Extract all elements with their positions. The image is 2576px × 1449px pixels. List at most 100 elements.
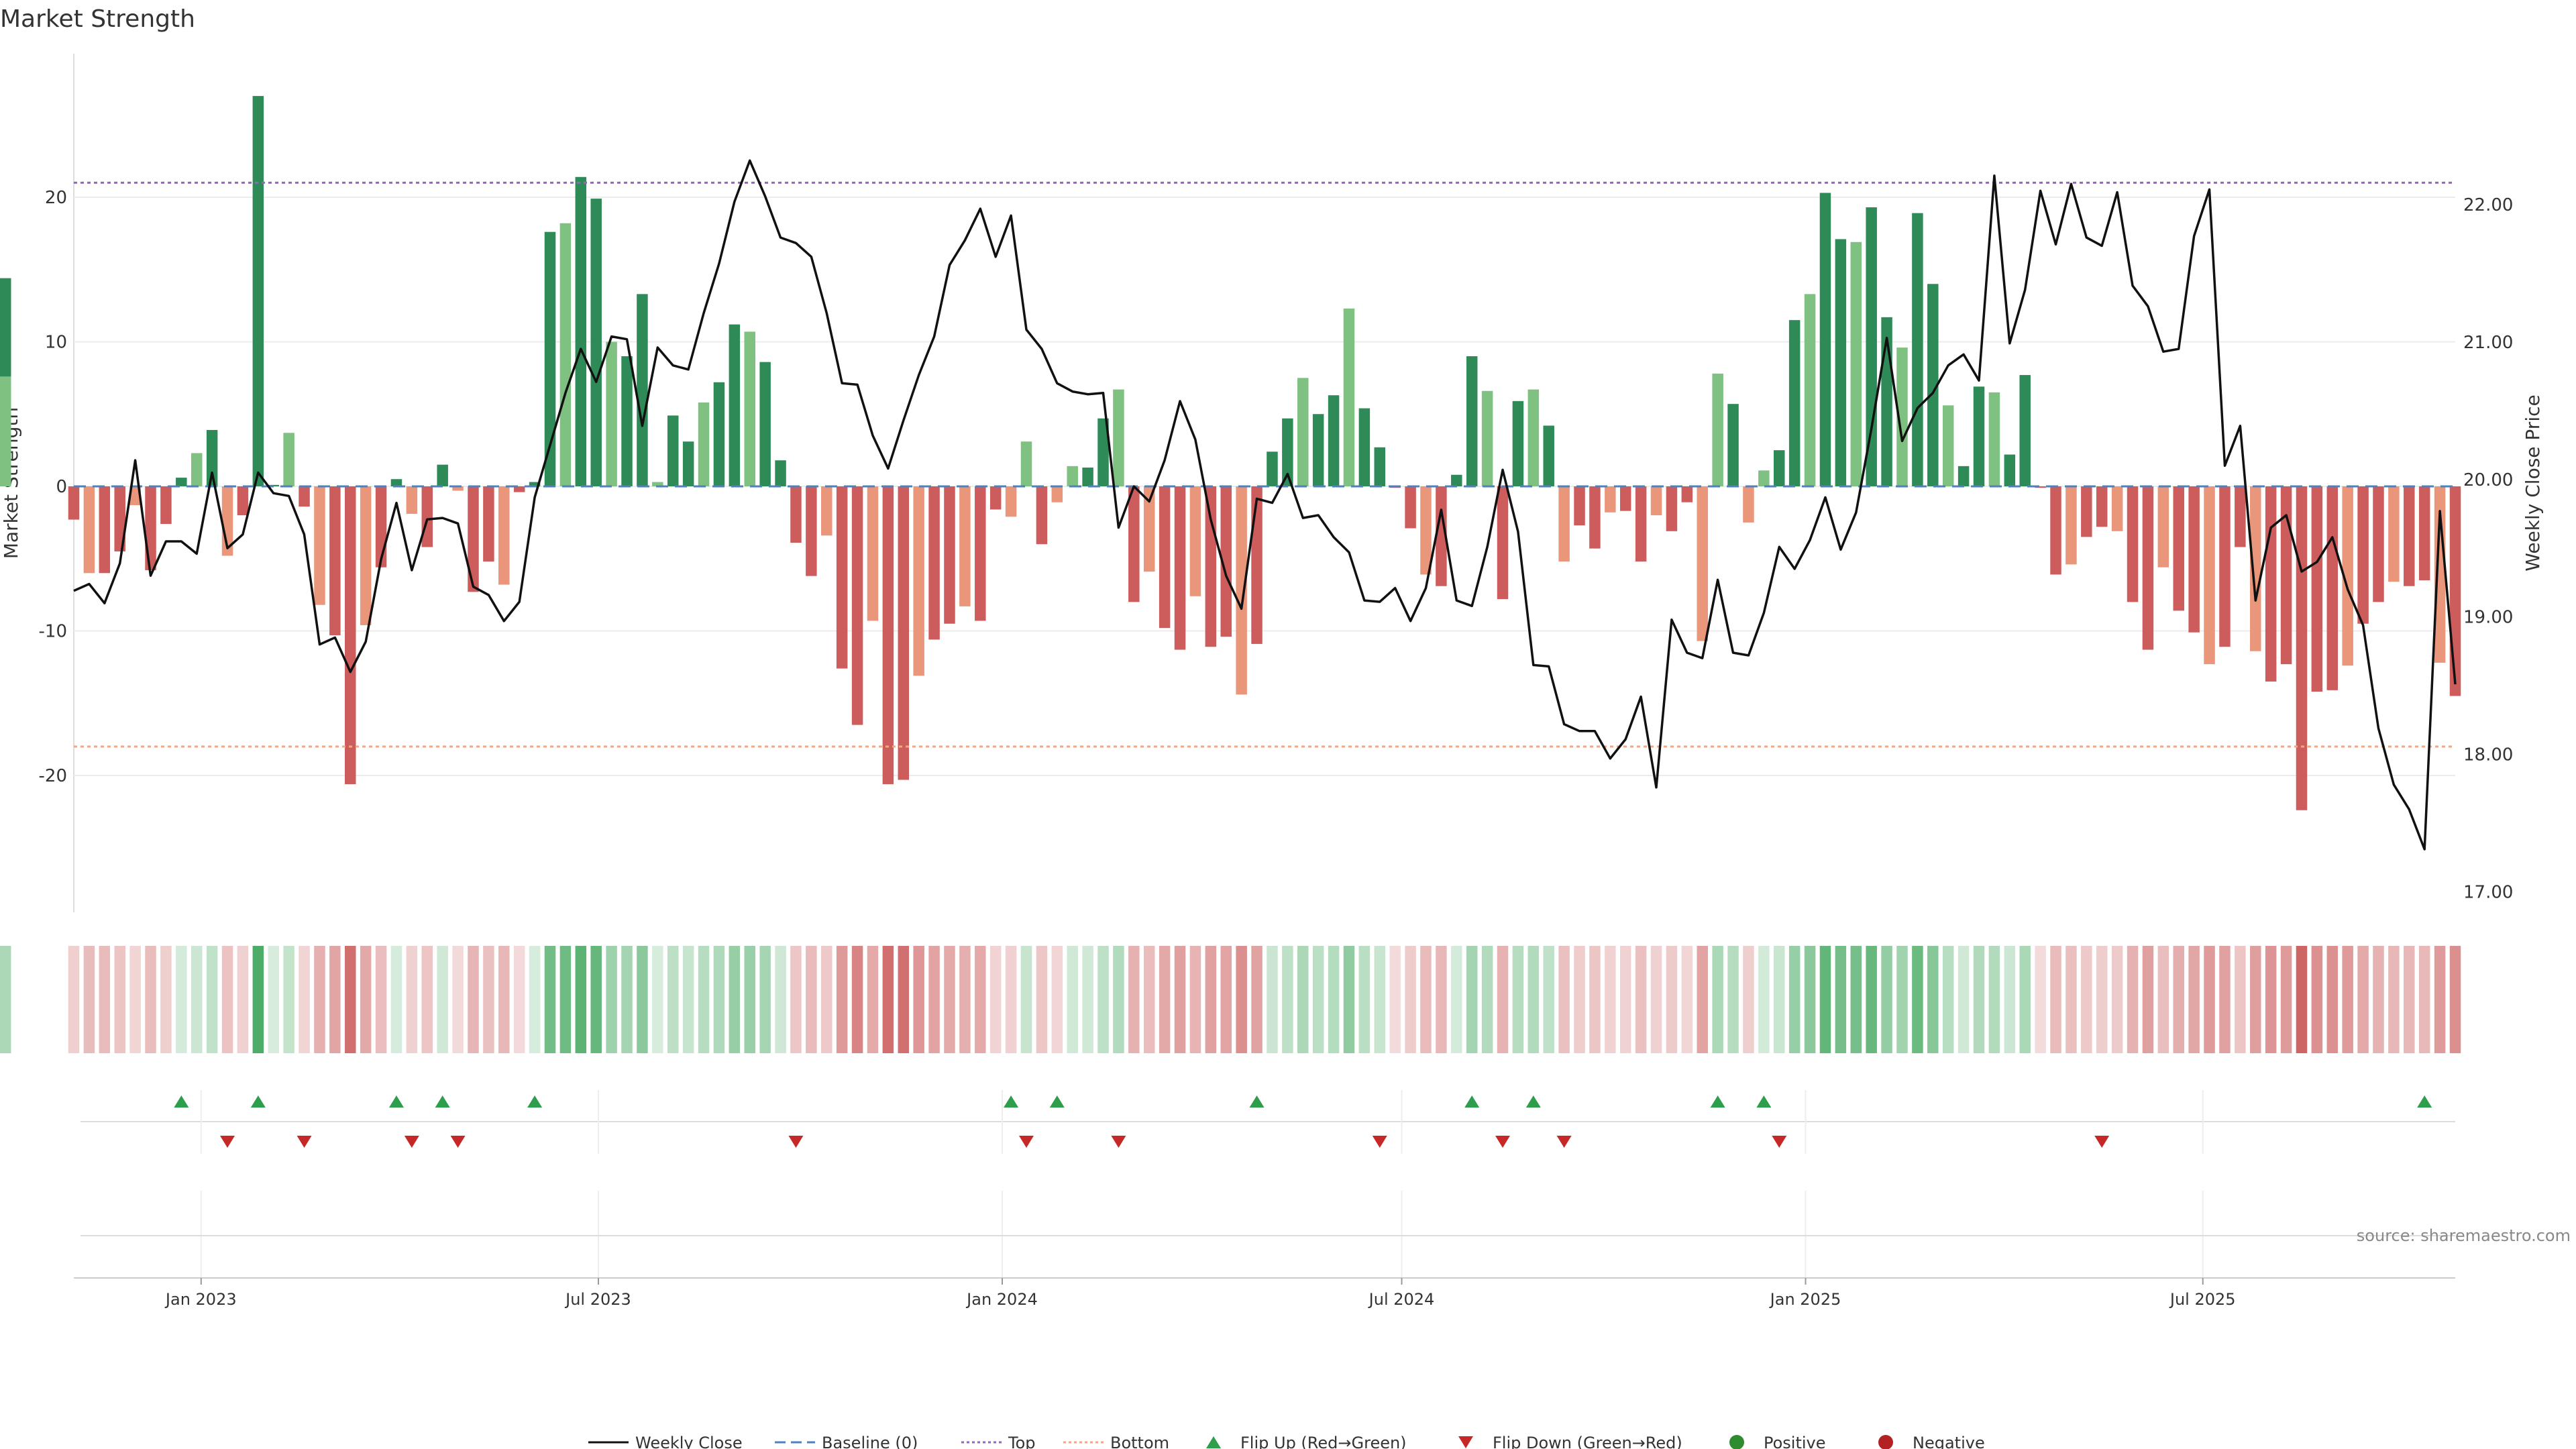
strength-bar bbox=[2311, 486, 2323, 692]
heatmap-cell bbox=[176, 946, 187, 1053]
strength-bar bbox=[775, 460, 786, 486]
legend-item: Flip Up (Red→Green) bbox=[1206, 1434, 1407, 1449]
heatmap-cell bbox=[544, 946, 556, 1053]
heatmap-cell bbox=[559, 946, 572, 1053]
strength-bar bbox=[390, 479, 402, 486]
flip-down-marker bbox=[220, 1136, 235, 1148]
strength-bar bbox=[68, 486, 80, 520]
heatmap-cell bbox=[1942, 946, 1954, 1053]
strength-bar bbox=[1143, 486, 1155, 572]
strength-bar bbox=[1051, 486, 1063, 502]
heatmap-cell bbox=[1650, 946, 1662, 1053]
strength-bar bbox=[1957, 466, 1970, 486]
y-tick-label: 0 bbox=[56, 477, 67, 497]
heatmap-cell bbox=[2219, 946, 2231, 1053]
heatmap-cell bbox=[390, 946, 402, 1053]
heatmap-cell bbox=[99, 946, 111, 1053]
strength-bar bbox=[1543, 425, 1554, 486]
heatmap-cell bbox=[1436, 946, 1447, 1053]
strength-bar bbox=[2081, 486, 2092, 537]
heatmap-cell bbox=[1666, 946, 1678, 1053]
x-axis: Jan 2023 Jul 2023 Jan 2024 Jul 2024 Jan 2025… bbox=[74, 1277, 2455, 1309]
y2-tick-label: 21.00 bbox=[2463, 333, 2513, 353]
strength-bar bbox=[345, 486, 356, 784]
strength-bar bbox=[1036, 486, 1048, 545]
strength-bar bbox=[975, 486, 986, 621]
heatmap-cell bbox=[160, 946, 172, 1053]
heatmap-cell bbox=[851, 946, 863, 1053]
strength-bar bbox=[1328, 395, 1340, 486]
heatmap-cell bbox=[1697, 946, 1708, 1053]
legend-item: Top bbox=[961, 1434, 1036, 1449]
strength-bar bbox=[329, 486, 341, 635]
heatmap-cell bbox=[2188, 946, 2200, 1053]
heatmap-cell bbox=[1097, 946, 1109, 1053]
heatmap-cell bbox=[2035, 946, 2046, 1053]
y-tick-label: -10 bbox=[39, 622, 67, 642]
strength-bar bbox=[2388, 486, 2400, 582]
x-tick-label: Jan 2025 bbox=[1769, 1290, 1841, 1309]
strength-bar bbox=[2050, 486, 2061, 575]
heatmap-cell bbox=[529, 946, 541, 1053]
strength-bar bbox=[160, 486, 172, 525]
flip-down-marker bbox=[404, 1136, 419, 1148]
heatmap-cell bbox=[1881, 946, 1892, 1053]
heatmap-cell bbox=[68, 946, 80, 1053]
strength-bar bbox=[1619, 486, 1631, 511]
heatmap-cell bbox=[1912, 946, 1923, 1053]
strength-bar bbox=[1666, 486, 1678, 531]
strength-bar bbox=[867, 486, 879, 621]
heatmap-cell bbox=[1451, 946, 1462, 1053]
heatmap-cell bbox=[268, 946, 279, 1053]
strength-bar bbox=[713, 382, 725, 486]
strength-bar bbox=[1574, 486, 1585, 526]
heatmap-cell bbox=[360, 946, 372, 1053]
x-tick-label: Jul 2024 bbox=[1368, 1290, 1435, 1309]
strength-bar bbox=[1650, 486, 1662, 516]
y-tick-label: 20 bbox=[45, 188, 67, 208]
heatmap-cell bbox=[1497, 946, 1509, 1053]
strength-bar bbox=[637, 294, 648, 486]
strength-bar bbox=[1727, 404, 1739, 486]
sign-dots-panel bbox=[80, 1191, 2455, 1278]
strength-bar bbox=[191, 453, 203, 486]
heatmap-cell bbox=[191, 946, 203, 1053]
heatmap-cell bbox=[1236, 946, 1247, 1053]
strength-bar bbox=[836, 486, 848, 669]
strength-bar bbox=[437, 464, 448, 486]
heatmap-cell bbox=[114, 946, 125, 1053]
y2-tick-label: 18.00 bbox=[2463, 745, 2513, 765]
strength-bar bbox=[2188, 486, 2200, 633]
legend-label: Flip Down (Green→Red) bbox=[1493, 1434, 1682, 1449]
heatmap-cell bbox=[682, 946, 694, 1053]
strength-bar bbox=[237, 486, 249, 516]
strength-bar bbox=[1835, 239, 1847, 486]
strength-bar bbox=[1697, 486, 1708, 641]
strength-bar bbox=[1312, 414, 1324, 486]
heatmap-cell bbox=[590, 946, 602, 1053]
heatmap-cell bbox=[498, 946, 510, 1053]
strength-bar bbox=[1589, 486, 1601, 549]
flip-up-marker bbox=[435, 1095, 450, 1108]
strength-bar bbox=[1189, 486, 1201, 596]
flip-down-marker bbox=[1372, 1136, 1387, 1148]
heatmap-cell bbox=[1712, 946, 1723, 1053]
heatmap-cell bbox=[252, 946, 264, 1053]
heatmap-cell bbox=[1481, 946, 1493, 1053]
strength-bar bbox=[590, 199, 602, 486]
strength-bar bbox=[1174, 486, 1186, 650]
heatmap-cell bbox=[1113, 946, 1124, 1053]
heatmap-cell bbox=[1358, 946, 1371, 1053]
strength-bar bbox=[114, 486, 125, 551]
strength-bar bbox=[2326, 486, 2339, 690]
heatmap-cell bbox=[729, 946, 741, 1053]
heatmap-cell bbox=[821, 946, 833, 1053]
legend: Weekly Close Baseline (0) Top Bottom Flip Up… bbox=[588, 1434, 1985, 1449]
heatmap-cell bbox=[1128, 946, 1140, 1053]
strength-bar bbox=[1082, 467, 1093, 486]
y2-tick-label: 19.00 bbox=[2463, 608, 2513, 628]
strength-bar bbox=[483, 486, 494, 562]
heatmap-cell bbox=[2250, 946, 2261, 1053]
strength-bar bbox=[2065, 486, 2077, 565]
